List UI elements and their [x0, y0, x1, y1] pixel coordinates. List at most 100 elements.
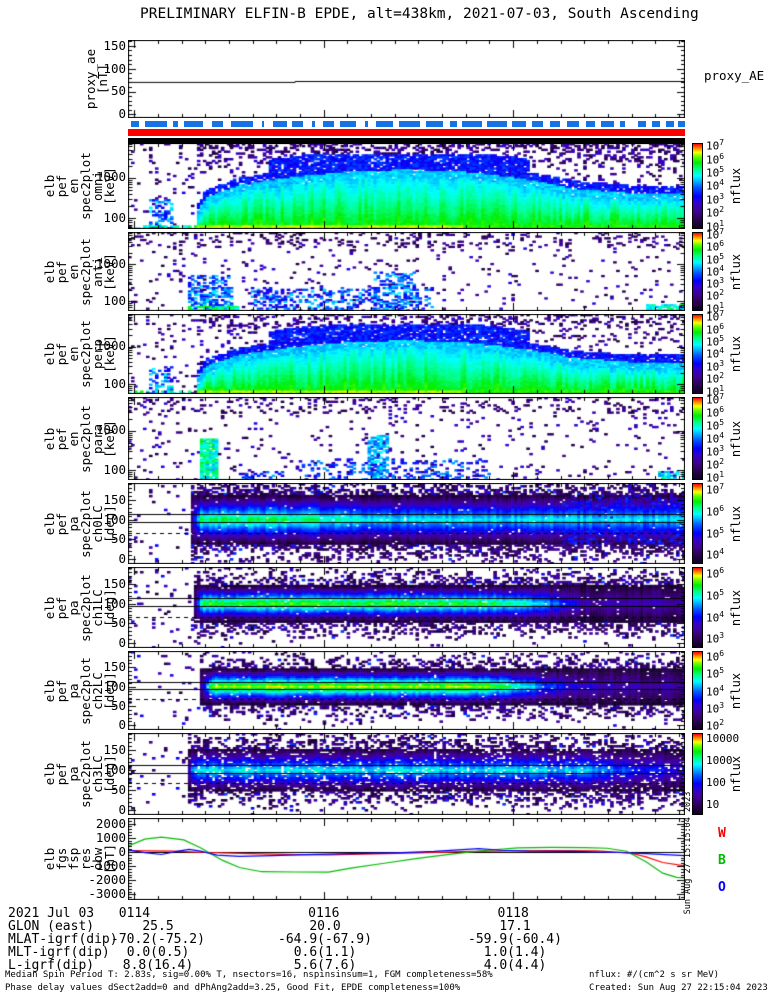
panel-ylabel-omni: elb pef en spec2plot omni [keV]	[42, 152, 117, 220]
colorbar-tick-label-omni: 103	[706, 191, 725, 207]
ytick-label-ch0LC: 0	[118, 551, 126, 567]
ytick-label-anti: 1000	[95, 255, 126, 271]
time-tick-label-0116: 0116	[308, 906, 340, 921]
ephemeris-value-r2-c0: 0.0(0.5)	[126, 945, 190, 960]
panel-ylabel-perp: elb pef en spec2plot perp [keV]	[42, 320, 117, 388]
colorbar-title-nflux: nflux	[729, 755, 743, 793]
panel-ylabel-ch3LC: elb pef pa spec2plot ch3LC [deg]	[42, 740, 117, 808]
status-bar-blue-segment	[651, 121, 660, 127]
status-bar-blue-segment	[261, 121, 265, 127]
bottom-ytick-label: 2000	[95, 815, 126, 831]
colorbar-tick-label-ch0LC: 105	[706, 525, 725, 541]
status-bar-blue-segment	[364, 121, 368, 127]
proxy-ae-ytick-label: 100	[103, 60, 126, 76]
colorbar-tick-label-ch0LC: 106	[706, 503, 725, 519]
ephemeris-row-label-0: GLON (east)	[8, 919, 95, 934]
ephemeris-value-r0-c1: 20.0	[309, 919, 341, 934]
status-bar-blue-segment	[311, 121, 315, 127]
proxy-ae-panel-canvas	[128, 40, 685, 118]
ephemeris-row-label-2: MLT-igrf(dip)	[8, 945, 110, 960]
status-bar-blue	[128, 121, 685, 127]
colorbar-title-nflux: nflux	[729, 253, 743, 290]
status-bar-blue-segment	[130, 121, 140, 127]
bottom-ytick-label: -3000	[88, 886, 126, 902]
colorbar-tick-label-omni: 102	[706, 204, 725, 220]
ephemeris-value-r3-c1: 5.6(7.6)	[293, 958, 357, 973]
ephemeris-row-label-1: MLAT-igrf(dip)	[8, 932, 118, 947]
colorbar-tick-label-omni: 104	[706, 178, 725, 193]
status-bar-blue-segment	[585, 121, 595, 127]
proxy-ae-ytick-label: 0	[118, 106, 126, 122]
ephemeris-value-r3-c2: 4.0(4.4)	[483, 958, 547, 973]
status-bar-blue-segment	[399, 121, 421, 127]
colorbar-tick-label-ch0LC: 107	[706, 481, 725, 497]
colorbar-title-nflux: nflux	[729, 672, 743, 709]
colorbar-ch1LC	[692, 567, 703, 648]
proxy-ae-ytick-label: 150	[103, 37, 126, 53]
colorbar-tick-label-ch2LC: 106	[706, 648, 725, 664]
status-bar-blue-segment	[375, 121, 393, 127]
colorbar-ch2LC	[692, 651, 703, 730]
footer-line-1: Median Spin Period T: 2.83s, sig=0.00% T…	[5, 970, 493, 980]
colorbar-tick-label-ch2LC: 102	[706, 718, 725, 734]
colorbar-ch3LC	[692, 733, 703, 815]
colorbar-tick-label-perp: 105	[706, 334, 725, 349]
ytick-label-ch0LC: 50	[110, 531, 126, 547]
spectrogram-canvas-perp	[128, 314, 685, 394]
spectrogram-canvas-ch0LC	[128, 483, 685, 564]
colorbar-perp	[692, 314, 703, 394]
proxy-ae-ytick-label: 50	[110, 83, 126, 99]
colorbar-tick-label-perp: 102	[706, 371, 725, 386]
ytick-label-omni: 1000	[95, 169, 126, 185]
colorbar-tick-label-para: 106	[706, 405, 725, 420]
ytick-label-ch0LC: 100	[103, 511, 126, 527]
ytick-label-perp: 100	[103, 376, 126, 392]
colorbar-tick-label-omni: 107	[706, 138, 725, 153]
colorbar-tick-label-omni: 106	[706, 151, 725, 167]
status-bar-blue-segment	[144, 121, 167, 127]
time-tick-label-0118: 0118	[497, 906, 529, 921]
created-note: Created: Sun Aug 27 22:15:04 2023	[589, 983, 768, 993]
colorbar-tick-label-omni: 105	[706, 164, 725, 180]
ephemeris-value-r2-c2: 1.0(1.4)	[483, 945, 547, 960]
status-bar-blue-segment	[462, 121, 482, 127]
colorbar-tick-label-anti: 104	[706, 263, 725, 279]
status-bar-blue-segment	[172, 121, 179, 127]
legend-series-O: O	[718, 880, 726, 895]
colorbar-tick-label-ch3LC: 10000	[706, 731, 740, 745]
colorbar-tick-label-anti: 102	[706, 288, 725, 304]
spectrogram-canvas-ch1LC	[128, 567, 685, 648]
ephemeris-value-r0-c2: 17.1	[499, 919, 531, 934]
colorbar-tick-label-anti: 107	[706, 227, 725, 242]
ytick-label-para: 100	[103, 461, 126, 477]
colorbar-tick-label-ch2LC: 105	[706, 666, 725, 681]
fgs-line-panel-canvas	[128, 818, 685, 900]
ytick-label-anti: 100	[103, 293, 126, 309]
colorbar-tick-label-ch3LC: 100	[706, 776, 726, 790]
spectrogram-canvas-omni	[128, 143, 685, 229]
ytick-label-ch1LC: 50	[110, 615, 126, 631]
status-bar-blue-segment	[231, 121, 254, 127]
time-tick-label-0114: 0114	[118, 906, 151, 921]
panel-ylabel-anti: elb pef en spec2plot anti [keV]	[42, 237, 117, 306]
status-bar-blue-segment	[292, 121, 304, 127]
ephemeris-value-r0-c0: 25.5	[142, 919, 174, 934]
colorbar-title-nflux: nflux	[729, 420, 743, 457]
colorbar-title-nflux: nflux	[729, 335, 743, 373]
colorbar-tick-label-para: 107	[706, 392, 725, 407]
ytick-label-ch2LC: 100	[103, 678, 126, 694]
ytick-label-ch1LC: 150	[103, 575, 126, 591]
colorbar-para	[692, 397, 703, 480]
colorbar-tick-label-anti: 101	[706, 301, 725, 316]
status-bar-blue-segment	[512, 121, 527, 127]
ephemeris-value-r1-c2: -59.9(-60.4)	[468, 932, 562, 947]
status-bar-blue-segment	[183, 121, 204, 127]
ephemeris-row-label-3: L-igrf(dip)	[8, 958, 95, 973]
ephemeris-value-r3-c0: 8.8(16.4)	[122, 958, 194, 973]
status-bar-blue-segment	[665, 121, 674, 127]
colorbar-anti	[692, 232, 703, 311]
status-bar-blue-segment	[601, 121, 614, 127]
status-bar-blue-segment	[272, 121, 287, 127]
ytick-label-para: 1000	[95, 422, 126, 438]
